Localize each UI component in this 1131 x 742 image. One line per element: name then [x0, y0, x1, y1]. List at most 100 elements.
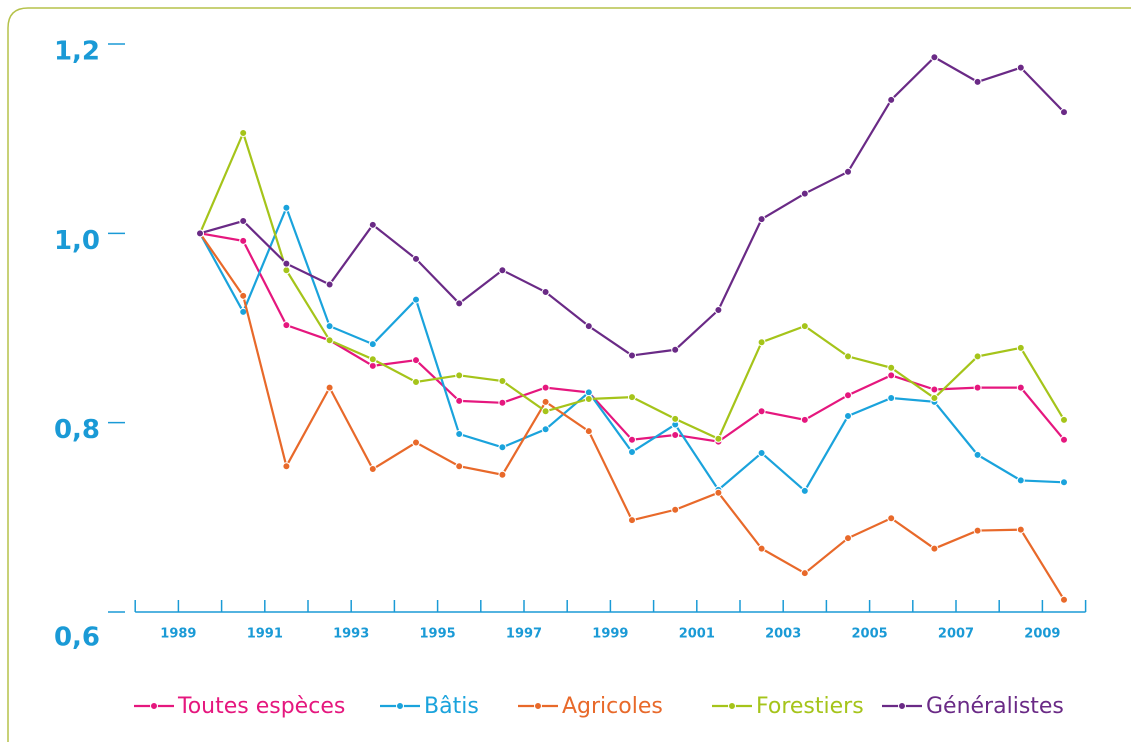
data-point — [455, 299, 464, 308]
data-point — [368, 220, 377, 229]
legend-marker — [898, 702, 906, 710]
data-point — [541, 397, 550, 406]
data-point — [671, 345, 680, 354]
data-point — [282, 259, 291, 268]
x-tick-label: 1993 — [333, 627, 369, 642]
data-point — [584, 395, 593, 403]
data-point — [973, 450, 982, 459]
data-point — [412, 438, 420, 447]
data-point — [844, 352, 852, 361]
data-point — [1060, 595, 1068, 604]
data-point — [368, 465, 377, 474]
y-tick-label: 1,2 — [54, 37, 100, 67]
data-point — [239, 236, 248, 245]
legend-label: Généralistes — [926, 694, 1064, 719]
data-point — [973, 77, 982, 86]
data-point — [628, 448, 636, 457]
data-point — [714, 306, 723, 315]
data-point — [325, 280, 334, 289]
series-line — [199, 55, 1065, 357]
data-point — [1016, 476, 1025, 485]
data-point — [239, 217, 248, 226]
data-point — [844, 167, 852, 176]
data-point — [541, 288, 550, 297]
data-point — [584, 388, 593, 397]
legend-marker — [728, 702, 736, 710]
x-tick-label: 1989 — [160, 627, 196, 642]
data-point — [498, 398, 507, 407]
data-point — [628, 435, 636, 444]
x-tick-label: 2003 — [765, 627, 801, 642]
data-point — [282, 321, 291, 330]
data-point — [325, 336, 334, 345]
x-tick-label: 1995 — [420, 627, 456, 642]
data-point — [1060, 478, 1068, 487]
data-point — [800, 189, 809, 198]
data-point — [757, 448, 766, 457]
data-point — [844, 412, 852, 421]
data-point — [887, 514, 896, 523]
data-point — [800, 415, 809, 424]
data-point — [671, 430, 680, 439]
data-point — [1016, 63, 1025, 72]
data-point — [412, 356, 420, 365]
data-point — [412, 295, 420, 304]
data-point — [455, 462, 464, 471]
data-point — [757, 215, 766, 224]
y-tick-label: 0,6 — [54, 623, 100, 653]
x-tick-label: 2005 — [852, 627, 888, 642]
data-point — [671, 414, 680, 423]
legend-marker — [534, 702, 542, 710]
legend-label: Bâtis — [424, 694, 479, 719]
data-point — [498, 443, 507, 452]
data-point — [541, 425, 550, 434]
y-tick-label: 0,8 — [54, 415, 100, 445]
data-point — [282, 203, 291, 212]
data-point — [714, 434, 723, 443]
data-point — [498, 470, 507, 479]
data-point — [887, 394, 896, 403]
data-point — [1060, 108, 1068, 117]
data-point — [930, 385, 939, 394]
x-tick-label: 2009 — [1024, 627, 1060, 642]
data-point — [541, 407, 550, 416]
data-point — [1016, 343, 1025, 352]
data-point — [887, 363, 896, 372]
data-point — [844, 391, 852, 400]
data-point — [584, 427, 593, 436]
data-point — [239, 291, 248, 300]
data-point — [325, 383, 334, 392]
data-point — [541, 383, 550, 392]
data-point — [1060, 435, 1068, 444]
data-point — [930, 394, 939, 403]
x-tick-label: 1999 — [592, 627, 628, 642]
data-point — [368, 340, 377, 349]
data-point — [714, 488, 723, 497]
data-point — [628, 393, 636, 402]
data-point — [887, 95, 896, 104]
legend-label: Toutes espèces — [177, 694, 345, 719]
legend-label: Forestiers — [756, 694, 864, 719]
data-point — [930, 53, 939, 62]
y-tick-label: 1,0 — [54, 226, 100, 256]
data-point — [282, 266, 291, 275]
data-point — [1060, 415, 1068, 424]
data-point — [757, 544, 766, 553]
data-point — [628, 516, 636, 525]
data-point — [455, 371, 464, 380]
data-point — [412, 254, 420, 263]
legend-marker — [150, 702, 158, 710]
data-point — [800, 322, 809, 331]
data-point — [368, 361, 377, 370]
data-point — [628, 351, 636, 360]
data-point — [368, 355, 377, 364]
legend-marker — [396, 702, 404, 710]
legend-label: Agricoles — [562, 694, 663, 719]
panel-border — [7, 7, 1131, 742]
data-point — [455, 396, 464, 405]
data-point — [757, 407, 766, 416]
x-tick-label: 1991 — [247, 627, 283, 642]
data-point — [973, 352, 982, 361]
data-point — [757, 338, 766, 347]
